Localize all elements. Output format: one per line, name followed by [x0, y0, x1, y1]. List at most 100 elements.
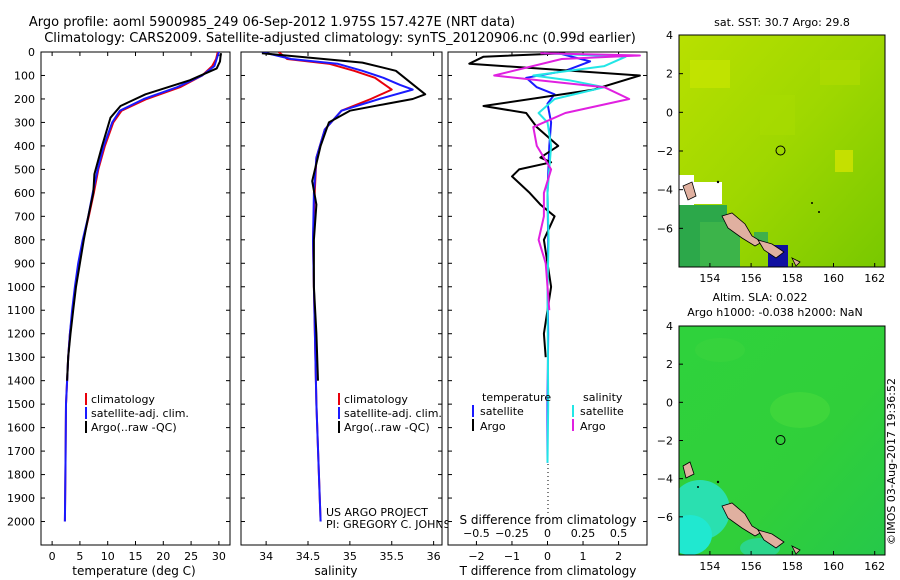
- lat-tick-label: −4: [657, 184, 673, 197]
- island-dot: [811, 202, 813, 204]
- lon-tick-label: 160: [823, 560, 844, 573]
- lon-tick-label: 158: [782, 272, 803, 285]
- sst-map-field: [679, 35, 885, 267]
- sla-high-patch: [770, 392, 830, 428]
- sla-map-subtitle: Argo h1000: -0.038 h2000: NaN: [687, 306, 863, 319]
- imos-credit: ©IMOS 03-Aug-2017 19:36:52: [885, 378, 898, 545]
- depth-tick-label: 0: [28, 46, 35, 59]
- sst-map-ticks: 154 156 158 160 162 4 2 0 −2 −4 −6: [657, 29, 885, 285]
- difference-legend: temperature salinity satellite Argo sate…: [472, 391, 624, 433]
- depth-tick-label: 1700: [7, 445, 35, 458]
- depth-tick-label: 1800: [7, 469, 35, 482]
- legend-label-argo: Argo(..raw -QC): [91, 421, 177, 434]
- series-line-argo-raw-qc: [261, 52, 427, 381]
- salinity-panel: 34 34.5 35 35.5 36 salinity climatology sate…: [240, 51, 467, 578]
- depth-tick-label: 300: [14, 116, 35, 129]
- sst-warm-patch: [835, 150, 853, 172]
- x-tick-label: 15: [129, 550, 143, 563]
- x-tick-label: 20: [156, 550, 170, 563]
- legend-swatch-t-satellite: [472, 405, 474, 417]
- legend-swatch-satellite: [338, 407, 340, 419]
- legend-label-argo: Argo(..raw -QC): [344, 421, 430, 434]
- legend-label-s-argo: Argo: [580, 420, 606, 433]
- salinity-legend: climatology satellite-adj. clim. Argo(..…: [338, 393, 442, 434]
- lon-tick-label: 160: [823, 272, 844, 285]
- x-tick-label: 35.5: [380, 550, 405, 563]
- argo-location-marker: [775, 145, 786, 156]
- salinity-x-label: salinity: [314, 564, 357, 578]
- depth-tick-label: 400: [14, 140, 35, 153]
- salinity-axis-ticks: 34 34.5 35 35.5 36: [241, 51, 442, 563]
- lat-tick-label: −4: [657, 473, 673, 486]
- legend-label-climatology: climatology: [344, 393, 408, 406]
- x-tick-label: 0: [544, 550, 551, 563]
- sst-map-panel: sat. SST: 30.7 Argo: 29.8 154 156 158 160 16…: [657, 16, 886, 285]
- legend-label-t-argo: Argo: [480, 420, 506, 433]
- sla-map-panel: Altim. SLA: 0.022 Argo h1000: -0.038 h20…: [657, 291, 886, 573]
- sst-missing-data: [694, 182, 722, 204]
- depth-tick-label: 200: [14, 93, 35, 106]
- legend-swatch-argo: [338, 421, 340, 433]
- sst-warm-patch: [690, 60, 730, 88]
- island-shape: [791, 257, 801, 267]
- x-tick-label: 35: [343, 550, 357, 563]
- salinity-plot-frame: [240, 51, 443, 546]
- project-pi: PI: GREGORY C. JOHNSON: [326, 518, 467, 531]
- lat-tick-label: 2: [666, 68, 673, 81]
- sla-low-patch: [679, 515, 712, 555]
- x-tick-label: 34: [259, 550, 273, 563]
- depth-tick-label: 100: [14, 69, 35, 82]
- legend-label-climatology: climatology: [91, 393, 155, 406]
- x-tick-label: 25: [184, 550, 198, 563]
- temperature-x-label: temperature (deg C): [72, 564, 195, 578]
- s-x-tick-label: −0.5: [463, 527, 490, 540]
- island-shape: [757, 239, 785, 259]
- lon-tick-label: 158: [782, 560, 803, 573]
- island-shape: [682, 181, 697, 201]
- difference-panel: −2 −1 0 1 2 −0.5 −0.25 0 0.25 0.5 T difference fr…: [447, 51, 648, 578]
- x-tick-label: 10: [101, 550, 115, 563]
- lat-tick-label: 0: [666, 396, 673, 409]
- sst-warm-patch: [820, 60, 860, 85]
- series-line-s-argo: [493, 52, 641, 311]
- depth-tick-label: 1200: [7, 328, 35, 341]
- sla-high-patch: [695, 338, 745, 362]
- depth-tick-label: 1500: [7, 398, 35, 411]
- series-line-argo-raw-qc: [66, 53, 223, 381]
- legend-swatch-climatology: [85, 393, 87, 405]
- figure-title-line2: Climatology: CARS2009. Satellite-adjuste…: [44, 31, 636, 46]
- lat-tick-label: −2: [657, 435, 673, 448]
- x-tick-label: 36: [427, 550, 441, 563]
- island-shape: [791, 545, 801, 555]
- legend-swatch-argo: [85, 421, 87, 433]
- temperature-legend: climatology satellite-adj. clim. Argo(..…: [85, 393, 189, 434]
- depth-tick-label: 800: [14, 234, 35, 247]
- s-x-tick-label: −0.25: [495, 527, 529, 540]
- depth-tick-label: 1600: [7, 422, 35, 435]
- temperature-series: [63, 52, 223, 522]
- t-difference-x-label: T difference from climatology: [459, 564, 637, 578]
- depth-tick-label: 500: [14, 163, 35, 176]
- argo-location-marker: [775, 435, 786, 445]
- lon-tick-label: 162: [864, 560, 885, 573]
- island-dot: [818, 211, 820, 213]
- lon-tick-label: 156: [741, 272, 762, 285]
- lat-tick-label: −6: [657, 222, 673, 235]
- island-dot: [697, 486, 699, 488]
- island-dot: [716, 480, 720, 484]
- depth-tick-label: 900: [14, 257, 35, 270]
- depth-tick-label: 1400: [7, 375, 35, 388]
- legend-swatch-climatology: [338, 393, 340, 405]
- lon-tick-label: 154: [699, 560, 720, 573]
- sla-map-field: [679, 326, 885, 555]
- lat-tick-label: 4: [666, 29, 673, 42]
- lat-tick-label: 0: [666, 106, 673, 119]
- lon-tick-label: 156: [741, 560, 762, 573]
- series-line-s-satellite: [532, 52, 627, 463]
- lon-tick-label: 162: [864, 272, 885, 285]
- legend-label-t-satellite: satellite: [480, 405, 524, 418]
- x-tick-label: 34.5: [296, 550, 321, 563]
- difference-series: [468, 52, 641, 463]
- s-x-tick-label: 0.25: [571, 527, 596, 540]
- series-line-t-argo: [468, 52, 641, 358]
